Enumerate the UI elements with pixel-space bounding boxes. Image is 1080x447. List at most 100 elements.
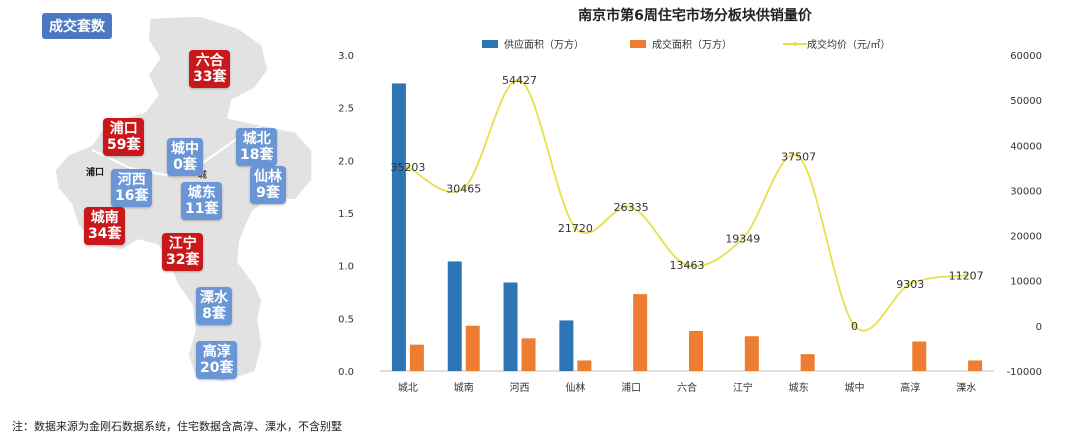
y-right-tick-label: 0 xyxy=(1036,322,1042,333)
district-count: 33套 xyxy=(193,69,227,85)
x-tick-label: 城中 xyxy=(844,381,864,394)
district-count: 18套 xyxy=(240,147,274,163)
district-count: 0套 xyxy=(173,157,197,173)
y-right-tick-label: 10000 xyxy=(1010,277,1042,288)
y-right-tick-label: 60000 xyxy=(1010,51,1042,62)
y-right-tick-label: 50000 xyxy=(1010,96,1042,107)
legend-label: 成交均价（元/㎡） xyxy=(807,38,890,51)
price-point xyxy=(629,204,634,209)
district-chengbei: 城北 18套 xyxy=(236,128,278,166)
price-point xyxy=(964,273,969,278)
district-chengdong: 城东 11套 xyxy=(181,182,223,220)
y-right-tick-label: 40000 xyxy=(1010,141,1042,152)
price-point xyxy=(908,281,913,286)
x-tick-label: 城北 xyxy=(398,382,418,394)
x-tick-label: 城东 xyxy=(789,381,809,394)
bar xyxy=(912,341,927,371)
price-point xyxy=(852,323,857,328)
price-data-label: 30465 xyxy=(446,182,481,195)
district-name: 城东 xyxy=(187,185,216,201)
district-chengzhong: 城中 0套 xyxy=(167,138,203,176)
price-point xyxy=(796,154,801,159)
legend-marker xyxy=(793,42,797,46)
bar xyxy=(559,320,574,371)
x-tick-label: 浦口 xyxy=(621,381,641,394)
x-tick-label: 河西 xyxy=(510,382,530,394)
x-tick-label: 六合 xyxy=(677,381,697,394)
bar xyxy=(521,338,536,371)
district-count: 8套 xyxy=(202,306,226,322)
price-point xyxy=(685,263,689,268)
y-left-tick-label: 0.0 xyxy=(338,367,354,378)
district-gaochun: 高淳 20套 xyxy=(196,341,238,379)
bar xyxy=(447,261,462,371)
y-left-tick-label: 2.0 xyxy=(338,156,354,167)
price-point xyxy=(740,236,745,241)
price-data-label: 37507 xyxy=(781,151,816,164)
district-xianlin: 仙林 9套 xyxy=(250,166,286,204)
x-tick-label: 高淳 xyxy=(900,381,920,394)
district-hexi: 河西 16套 xyxy=(111,169,153,207)
district-chengnan: 城南 34套 xyxy=(84,207,126,245)
y-left-tick-label: 3.0 xyxy=(338,51,354,62)
district-pukou: 浦口 59套 xyxy=(103,118,145,156)
legend-label: 成交面积（万方） xyxy=(652,38,732,51)
map-place-label: 浦口 xyxy=(86,168,105,178)
map-legend-badge: 成交套数 xyxy=(42,13,112,39)
price-line xyxy=(407,79,967,332)
district-name: 江宁 xyxy=(168,236,197,252)
district-name: 六合 xyxy=(195,53,224,69)
bar xyxy=(633,294,648,371)
y-right-tick-label: 30000 xyxy=(1010,186,1042,197)
district-name: 仙林 xyxy=(254,169,282,185)
district-liuhe: 六合 33套 xyxy=(189,50,231,88)
price-data-label: 11207 xyxy=(949,269,984,282)
bar xyxy=(800,354,815,371)
bar xyxy=(689,330,703,371)
district-count: 32套 xyxy=(166,252,200,268)
footnote: 注：数据来源为金刚石数据系统，住宅数据含高淳、溧水，不含别墅 xyxy=(12,420,342,433)
district-jiangning: 江宁 32套 xyxy=(162,233,204,271)
district-count: 16套 xyxy=(115,188,149,204)
district-name: 城中 xyxy=(171,141,199,157)
x-tick-label: 城南 xyxy=(454,381,474,394)
bar xyxy=(391,83,406,371)
y-right-tick-label: -10000 xyxy=(1007,367,1042,378)
legend-label: 供应面积（万方） xyxy=(504,38,584,51)
price-point xyxy=(573,225,578,230)
bar xyxy=(409,344,424,371)
district-count: 59套 xyxy=(107,137,141,153)
district-name: 城南 xyxy=(90,210,119,226)
y-left-tick-label: 1.0 xyxy=(338,262,354,273)
district-name: 溧水 xyxy=(200,290,228,306)
price-data-label: 9303 xyxy=(896,278,924,291)
price-data-label: 21720 xyxy=(558,222,593,235)
x-tick-label: 仙林 xyxy=(565,381,585,394)
price-data-label: 13463 xyxy=(670,259,705,272)
district-lishui: 溧水 8套 xyxy=(196,287,232,325)
price-data-label: 35203 xyxy=(390,161,425,174)
district-count: 34套 xyxy=(88,226,122,242)
y-left-tick-label: 0.5 xyxy=(338,314,354,325)
bar xyxy=(465,325,480,371)
price-data-label: 54427 xyxy=(502,74,537,87)
bar xyxy=(503,282,518,371)
nanjing-district-map: 成交套数 浦口 城 六合 33套 浦口 59套 城中 0套 城北 18套 河西 16套 仙… xyxy=(0,0,330,400)
price-data-label: 0 xyxy=(851,320,858,333)
price-point xyxy=(461,186,466,191)
chart-title: 南京市第6周住宅市场分板块供销量价 xyxy=(578,7,813,24)
y-right-tick-label: 20000 xyxy=(1010,232,1042,243)
bar xyxy=(968,360,983,371)
price-point xyxy=(405,164,410,169)
map-place-label: 城 xyxy=(198,171,208,181)
legend-swatch xyxy=(630,40,646,48)
district-name: 浦口 xyxy=(109,121,138,137)
district-count: 9套 xyxy=(256,185,280,201)
bar xyxy=(744,336,759,371)
district-count: 11套 xyxy=(185,201,219,217)
y-left-tick-label: 2.5 xyxy=(338,104,354,115)
price-point xyxy=(517,78,522,83)
price-data-label: 26335 xyxy=(614,201,649,214)
district-count: 20套 xyxy=(200,360,234,376)
